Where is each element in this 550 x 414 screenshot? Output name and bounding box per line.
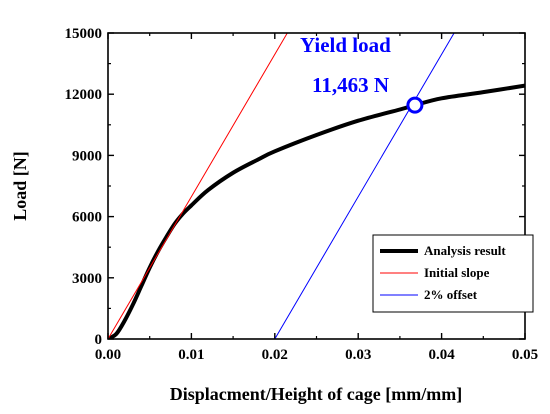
yield-load-value: 11,463 N (312, 73, 389, 97)
markers (406, 96, 424, 114)
y-tick-label: 12000 (65, 87, 103, 103)
initial-slope-line (108, 33, 288, 339)
y-axis-title: Load [N] (10, 151, 30, 221)
legend-box (372, 234, 534, 313)
x-tick-label: 0.04 (428, 347, 455, 363)
x-axis-title: Displacment/Height of cage [mm/mm] (170, 384, 462, 404)
plot-frame (107, 32, 526, 340)
x-tick-label: 0.05 (512, 347, 538, 363)
legend: Analysis result Initial slope 2% offset (372, 234, 534, 313)
tick-labels: 0.00 0.01 0.02 0.03 0.04 0.05 0 3000 6000 9000 120… (65, 26, 539, 363)
x-tick-label: 0.01 (178, 347, 204, 363)
x-tick-label: 0.00 (95, 347, 121, 363)
y-tick-label: 15000 (65, 26, 103, 42)
y-tick-label: 9000 (72, 148, 102, 164)
yield-load-label: Yield load (300, 33, 391, 57)
legend-offset-label: 2% offset (424, 287, 478, 302)
y-tick-label: 3000 (72, 271, 102, 287)
y-tick-label: 0 (95, 332, 103, 348)
legend-analysis-result-label: Analysis result (424, 243, 506, 258)
offset-line (274, 33, 455, 339)
y-tick-label: 6000 (72, 210, 102, 226)
yield-point-marker (406, 96, 424, 114)
legend-initial-slope-label: Initial slope (424, 265, 490, 280)
x-tick-label: 0.02 (262, 347, 288, 363)
x-tick-label: 0.03 (345, 347, 371, 363)
